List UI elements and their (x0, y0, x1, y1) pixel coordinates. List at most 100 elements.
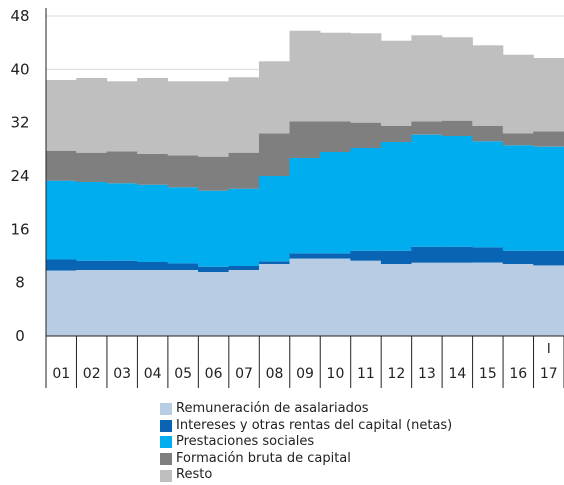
bar-segment (441, 37, 473, 121)
bar-segment (45, 80, 77, 151)
x-tick-label: 07 (235, 366, 253, 382)
x-tick-label: 03 (113, 366, 131, 382)
bar-segment (320, 121, 351, 152)
x-tick-label: 02 (83, 366, 101, 382)
legend-item: Prestaciones sociales (160, 434, 452, 451)
bar-segment (533, 131, 564, 147)
bar-segment (228, 188, 260, 266)
bar-segment (228, 77, 260, 153)
legend: Remuneración de asalariados Intereses y o… (160, 401, 452, 484)
bar-segment (259, 261, 290, 264)
bar-segment (167, 270, 199, 336)
x-tick-label: 10 (327, 366, 345, 382)
bar-segment (137, 184, 169, 262)
bar-segment (106, 183, 138, 261)
bars (45, 30, 564, 336)
x-tick-label: 12 (387, 366, 405, 382)
bar-segment (45, 180, 77, 260)
x-tick-label: 09 (296, 366, 314, 382)
y-tick-label: 8 (15, 274, 25, 292)
y-tick-label: 32 (10, 114, 29, 132)
bar-segment (502, 133, 534, 146)
bar-segment (411, 134, 443, 247)
y-tick-label: 24 (10, 167, 29, 185)
bar-segment (45, 150, 77, 181)
bar-segment (350, 33, 382, 123)
y-tick-label: 16 (10, 220, 29, 238)
bar-segment (106, 260, 138, 270)
x-tick-label: 13 (418, 366, 436, 382)
bar-segment (350, 260, 382, 336)
axes (45, 8, 564, 388)
y-tick-labels: 0 8 16 24 32 40 48 (10, 7, 29, 345)
bar-segment (411, 262, 443, 336)
bar-segment (106, 270, 138, 336)
bar-segment (76, 78, 108, 153)
x-tick-label: 14 (448, 366, 466, 382)
bar-segment (76, 182, 108, 261)
bar-segment (198, 156, 230, 191)
x-tick-labels: 01 02 03 04 05 06 07 08 09 10 11 12 13 14 15 16 17 I (52, 342, 557, 382)
x-tick-label: 05 (174, 366, 192, 382)
x-tick-label: 01 (52, 366, 70, 382)
x-tick-label: 06 (205, 366, 223, 382)
legend-swatch (160, 469, 172, 482)
x-tick-label: 15 (479, 366, 497, 382)
bar-segment (137, 78, 169, 154)
bar-segment (167, 263, 199, 270)
bar-segment (167, 81, 199, 156)
bar-segment (76, 270, 108, 336)
bar-segment (259, 61, 290, 134)
bar-segment (502, 250, 534, 264)
legend-label: Formación bruta de capital (176, 450, 351, 466)
bar-segment (137, 262, 169, 270)
bar-segment (167, 187, 199, 264)
bar-segment (320, 258, 351, 336)
bar-segment (198, 190, 230, 267)
bar-segment (441, 136, 473, 247)
bar-segment (533, 58, 564, 132)
legend-label: Intereses y otras rentas del capital (ne… (176, 417, 453, 433)
bar-segment (441, 262, 473, 336)
bar-segment (259, 133, 290, 176)
bar-segment (380, 40, 412, 127)
bar-segment (259, 176, 290, 262)
bar-segment (380, 264, 412, 336)
bar-segment (289, 158, 321, 254)
bar-segment (259, 264, 290, 336)
bar-segment (502, 264, 534, 336)
bar-segment (350, 122, 382, 148)
bar-segment (533, 265, 564, 336)
bar-segment (472, 126, 504, 142)
bar-segment (228, 266, 260, 270)
bar-segment (411, 121, 443, 135)
bar-segment (228, 152, 260, 189)
bar-segment (472, 262, 504, 336)
bar-segment (76, 152, 108, 182)
bar-segment (502, 54, 534, 134)
bar-segment (320, 253, 351, 259)
bar-segment (167, 155, 199, 188)
bar-segment (411, 35, 443, 122)
bar-segment (137, 154, 169, 185)
legend-item: Resto (160, 467, 452, 484)
bar-segment (472, 45, 504, 126)
category-annotation: I (547, 342, 551, 357)
bar-segment (198, 272, 230, 336)
x-tick-label: 11 (357, 366, 375, 382)
bar-segment (320, 32, 351, 122)
bar-segment (441, 120, 473, 136)
legend-item: Intereses y otras rentas del capital (ne… (160, 418, 452, 435)
legend-swatch (160, 453, 172, 466)
bar-segment (502, 145, 534, 251)
x-tick-label: 08 (266, 366, 284, 382)
bar-segment (198, 266, 230, 272)
bar-segment (289, 253, 321, 259)
x-tick-label: 17 (540, 366, 558, 382)
legend-item: Remuneración de asalariados (160, 401, 452, 418)
x-tick-label: 04 (144, 366, 162, 382)
legend-label: Resto (176, 467, 213, 483)
bar-segment (137, 270, 169, 336)
bar-segment (320, 152, 351, 254)
